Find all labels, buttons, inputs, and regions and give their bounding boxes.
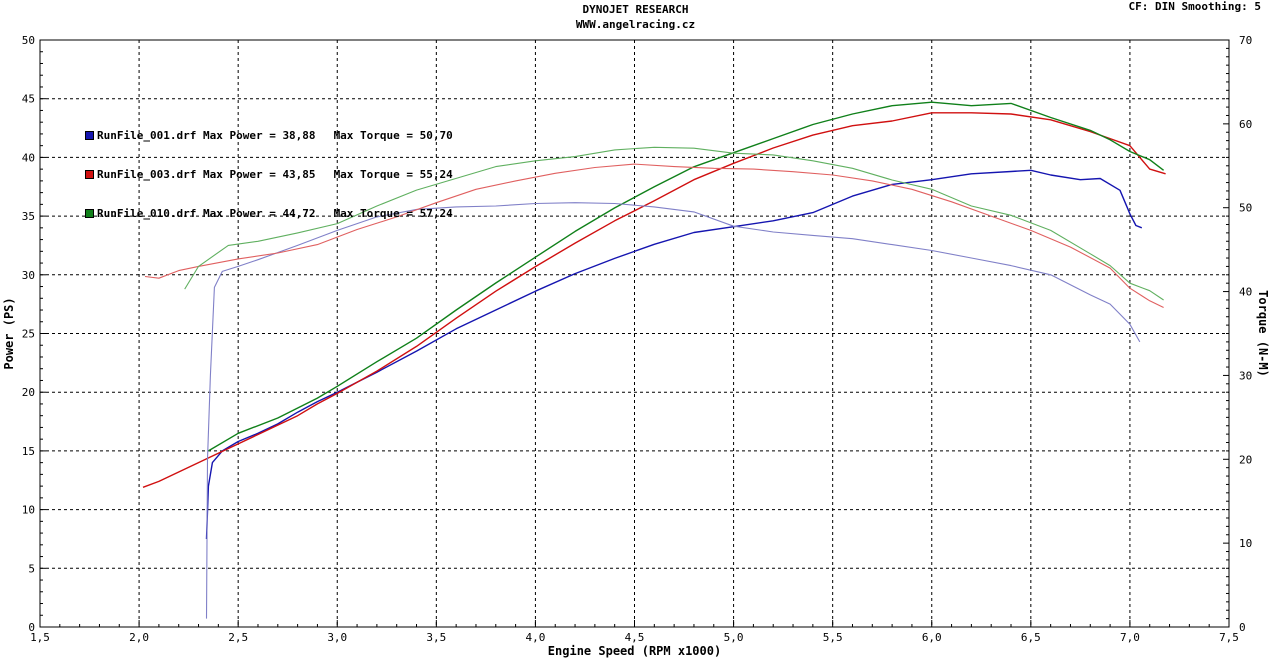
x-tick-label: 5,5 — [823, 631, 843, 644]
y-left-tick-label: 0 — [28, 621, 35, 634]
y-left-tick-label: 45 — [22, 93, 35, 106]
x-tick-label: 2,0 — [129, 631, 149, 644]
x-tick-label: 5,0 — [724, 631, 744, 644]
y-right-tick-label: 0 — [1239, 621, 1246, 634]
y-right-tick-label: 70 — [1239, 34, 1252, 47]
y-left-tick-label: 40 — [22, 151, 35, 164]
y-left-tick-label: 15 — [22, 445, 35, 458]
x-tick-label: 6,0 — [922, 631, 942, 644]
legend-power-003: Max Power = 43,85 — [202, 168, 316, 181]
y-left-tick-label: 5 — [28, 562, 35, 575]
y-left-tick-label: 25 — [22, 328, 35, 341]
legend-torque-001: Max Torque = 50,70 — [333, 129, 453, 142]
chart-subtitle: WWW.angelracing.cz — [575, 18, 696, 31]
legend-entry-001: RunFile_001.drf Max Power = 38,88 Max Tor… — [85, 129, 453, 142]
series-line-torque-001 — [205, 202, 1141, 619]
x-tick-label: 6,5 — [1021, 631, 1041, 644]
chart-legend: RunFile_001.drf Max Power = 38,88 Max Tor… — [85, 103, 453, 233]
cf-smoothing-info: CF: DIN Smoothing: 5 — [1128, 0, 1261, 13]
x-tick-label: 7,5 — [1219, 631, 1239, 644]
y-right-tick-label: 40 — [1239, 286, 1252, 299]
x-tick-label: 4,5 — [625, 631, 645, 644]
legend-entry-010: RunFile_010.drf Max Power = 44,72 Max Tor… — [85, 207, 453, 220]
y-left-tick-label: 30 — [22, 269, 35, 282]
x-tick-label: 3,5 — [426, 631, 446, 644]
y-right-tick-label: 10 — [1239, 537, 1252, 550]
legend-file-010: RunFile_010.drf — [97, 207, 197, 220]
legend-power-001: Max Power = 38,88 — [202, 129, 316, 142]
series-line-torque-003 — [144, 163, 1164, 308]
x-tick-label: 2,5 — [228, 631, 248, 644]
legend-torque-010: Max Torque = 57,24 — [333, 207, 453, 220]
series-line-power-001 — [205, 169, 1143, 540]
y-right-tick-label: 50 — [1239, 202, 1252, 215]
y-left-tick-label: 35 — [22, 210, 35, 223]
x-axis-label: Engine Speed (RPM x1000) — [548, 644, 721, 658]
legend-file-003: RunFile_003.drf — [97, 168, 197, 181]
series-line-power-010 — [208, 101, 1165, 452]
y-left-tick-label: 20 — [22, 386, 35, 399]
series-line-torque-010 — [184, 146, 1164, 301]
chart-title: DYNOJET RESEARCH — [582, 3, 689, 16]
legend-file-001: RunFile_001.drf — [97, 129, 197, 142]
y-right-tick-label: 30 — [1239, 369, 1252, 382]
series-line-power-003 — [142, 112, 1166, 488]
x-tick-label: 1,5 — [30, 631, 50, 644]
y-left-axis-label: Power (PS) — [2, 297, 16, 369]
x-tick-label: 4,0 — [525, 631, 545, 644]
legend-swatch-010 — [85, 209, 94, 218]
legend-torque-003: Max Torque = 55,24 — [333, 168, 453, 181]
y-left-tick-label: 50 — [22, 34, 35, 47]
x-tick-label: 3,0 — [327, 631, 347, 644]
x-tick-label: 7,0 — [1120, 631, 1140, 644]
legend-swatch-001 — [85, 131, 94, 140]
legend-power-010: Max Power = 44,72 — [202, 207, 316, 220]
y-right-tick-label: 20 — [1239, 453, 1252, 466]
y-right-tick-label: 60 — [1239, 118, 1252, 131]
legend-swatch-003 — [85, 170, 94, 179]
legend-entry-003: RunFile_003.drf Max Power = 43,85 Max Tor… — [85, 168, 453, 181]
y-right-axis-label: Torque (N-M) — [1256, 290, 1270, 377]
y-left-tick-label: 10 — [22, 504, 35, 517]
